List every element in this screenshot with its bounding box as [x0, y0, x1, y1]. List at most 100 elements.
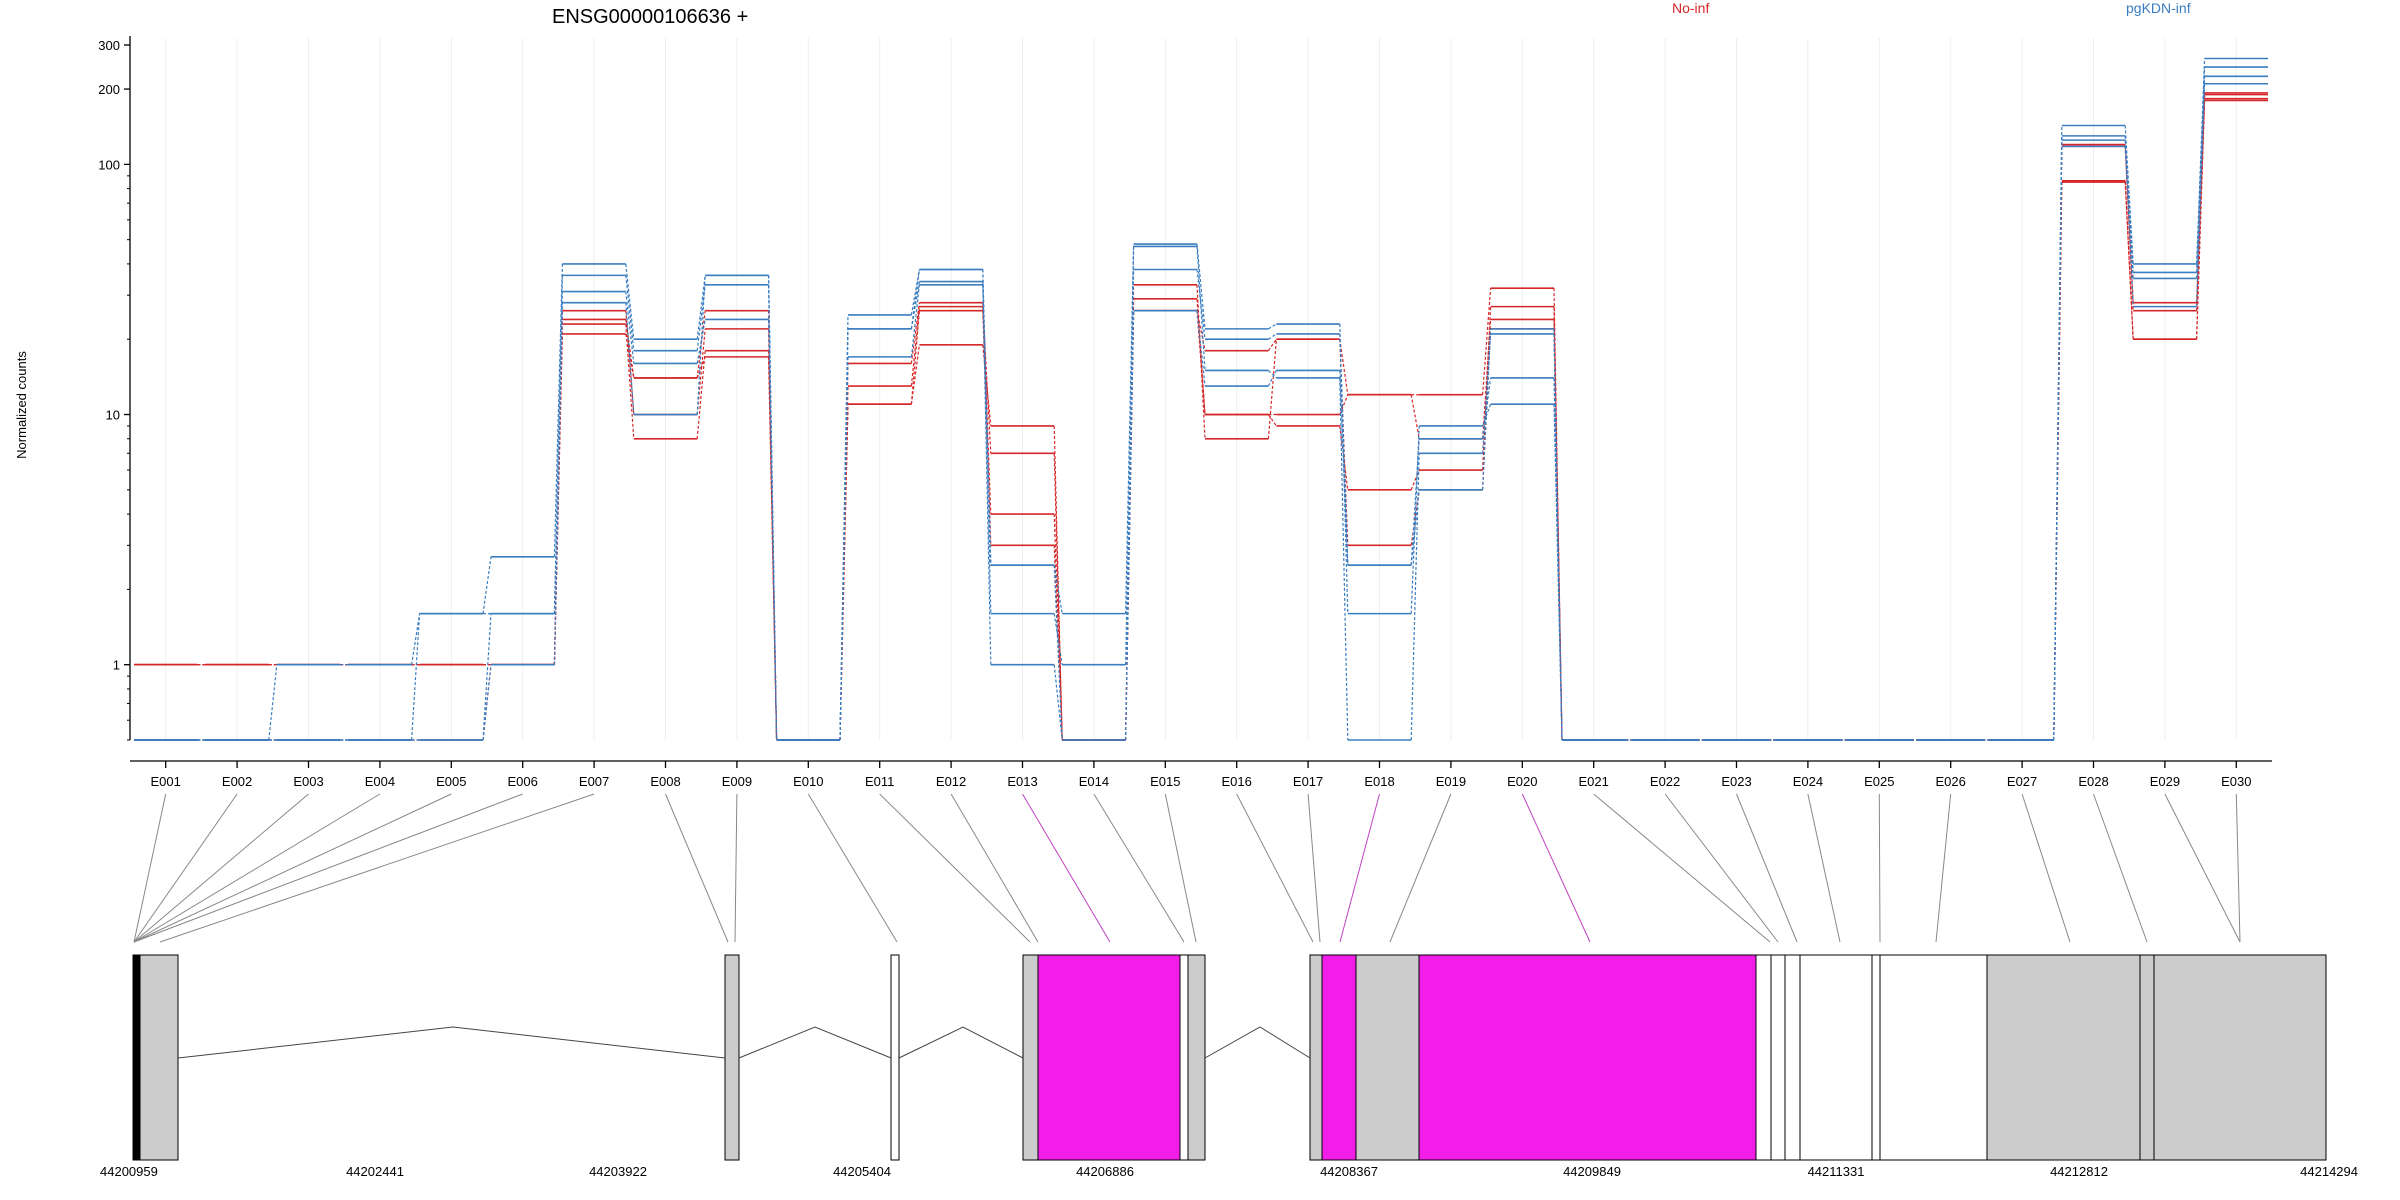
- vertical-grid: [165, 38, 2237, 740]
- genomic-coordinate-label: 44212812: [2050, 1164, 2108, 1179]
- y-axis-label: Normalized counts: [14, 351, 29, 459]
- data-connector: [1267, 370, 1277, 379]
- series-line-2: [134, 99, 2268, 741]
- data-connector: [625, 263, 635, 340]
- data-connector: [1553, 328, 1563, 741]
- data-connector: [982, 306, 992, 454]
- x-tick-label: E004: [365, 774, 395, 789]
- genomic-coordinate-label: 44205404: [833, 1164, 891, 1179]
- series-layer: [134, 57, 2268, 741]
- exon-block: [1871, 954, 1881, 1161]
- data-connector: [1339, 377, 1349, 741]
- exon-connector: [1236, 793, 1314, 943]
- exon-connector: [807, 793, 898, 943]
- exon-connector: [1935, 793, 1952, 943]
- data-connector: [2124, 146, 2134, 307]
- exon-block: [1037, 954, 1181, 1161]
- data-connector: [1410, 469, 1420, 491]
- data-connector: [696, 350, 706, 439]
- exon-connector: [879, 793, 1031, 943]
- genomic-coordinate-label: 44214294: [2300, 1164, 2358, 1179]
- data-connector: [553, 291, 563, 614]
- x-tick-label: E028: [2078, 774, 2108, 789]
- data-connector: [1339, 324, 1349, 614]
- data-connector: [696, 275, 706, 415]
- data-connector: [1339, 370, 1349, 566]
- genomic-coordinate-label: 44200959: [100, 1164, 158, 1179]
- series-line-4: [134, 92, 2268, 741]
- data-connector: [1053, 613, 1063, 665]
- exon-connector: [133, 793, 167, 943]
- exon-connector: [1339, 793, 1380, 943]
- data-connector: [553, 302, 563, 665]
- data-connector: [482, 664, 492, 741]
- genomic-coordinate-label: 44208367: [1320, 1164, 1378, 1179]
- data-connector: [1339, 339, 1349, 395]
- genomic-coordinate-label: 44211331: [1808, 1164, 1865, 1179]
- data-connector: [411, 613, 421, 665]
- intron-line: [1204, 1026, 1311, 1059]
- exon-connector: [133, 793, 238, 943]
- data-connector: [1053, 565, 1063, 741]
- data-connector: [1482, 288, 1492, 395]
- data-connector: [482, 556, 492, 614]
- genomic-coordinate-label: 44202441: [346, 1164, 404, 1179]
- exon-block: [1418, 954, 1757, 1161]
- y-tick-label: 300: [98, 38, 120, 53]
- x-tick-label: E017: [1293, 774, 1323, 789]
- exon-connector: [2021, 793, 2071, 943]
- exon-block: [1355, 954, 1420, 1161]
- data-connector: [625, 302, 635, 415]
- data-connector: [1267, 339, 1277, 439]
- axes: 1 10 100 200 300 E001 E002 E003 E004 E005 E006 E007…: [98, 36, 2272, 789]
- data-connector: [910, 306, 920, 387]
- x-tick-label: E018: [1364, 774, 1394, 789]
- data-connector: [910, 269, 920, 316]
- x-tick-label: E025: [1864, 774, 1894, 789]
- exon-block: [890, 954, 900, 1161]
- genomic-coordinate-label: 44203922: [589, 1164, 647, 1179]
- genomic-coordinate-label: 44209849: [1563, 1164, 1621, 1179]
- data-connector: [1196, 269, 1206, 340]
- data-connector: [1410, 425, 1420, 614]
- exon-block: [1179, 954, 1189, 1161]
- x-tick-label: E023: [1721, 774, 1751, 789]
- x-tick-label: E005: [436, 774, 466, 789]
- exon-block: [1879, 954, 1988, 1161]
- x-tick-label: E016: [1222, 774, 1252, 789]
- exon-connector: [734, 793, 738, 943]
- x-tick-label: E027: [2007, 774, 2037, 789]
- x-tick-label: E001: [151, 774, 181, 789]
- x-tick-label: E009: [722, 774, 752, 789]
- data-connector: [1053, 453, 1063, 741]
- data-connector: [1196, 246, 1206, 371]
- x-tick-label: E026: [1936, 774, 1966, 789]
- data-connector: [1125, 244, 1135, 614]
- x-tick-label: E012: [936, 774, 966, 789]
- x-tick-label: E003: [293, 774, 323, 789]
- data-connector: [2053, 182, 2063, 741]
- exon-connector: [2235, 793, 2241, 943]
- genomic-coordinate-label: 44206886: [1076, 1164, 1134, 1179]
- data-connector: [411, 613, 421, 741]
- legend-pgkdn-inf: pgKDN-inf: [2126, 0, 2191, 16]
- exon-block: [2153, 954, 2327, 1161]
- data-connector: [982, 281, 992, 665]
- exon-block: [2139, 954, 2155, 1161]
- intron-line: [177, 1026, 726, 1059]
- data-connector: [1268, 323, 1277, 330]
- exon-connector: [133, 793, 523, 943]
- exon-connector: [1093, 793, 1185, 943]
- data-connector: [1053, 565, 1063, 614]
- exon-block: [1022, 954, 1039, 1161]
- y-tick-label: 200: [98, 82, 120, 97]
- data-connector: [1267, 338, 1277, 352]
- exon-block: [724, 954, 740, 1161]
- exon-connector: [133, 793, 381, 943]
- data-connector: [982, 284, 992, 566]
- data-connector: [2053, 140, 2063, 741]
- y-tick-label: 1: [113, 658, 120, 673]
- exon-connector: [1664, 793, 1779, 943]
- series-line-8: [134, 82, 2268, 741]
- data-connector: [1196, 244, 1206, 329]
